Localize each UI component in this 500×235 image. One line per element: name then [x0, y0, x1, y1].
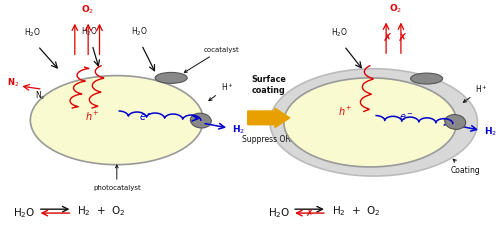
Text: h$^+$: h$^+$: [85, 110, 100, 123]
Text: H$_2$: H$_2$: [484, 125, 497, 138]
FancyArrow shape: [248, 108, 290, 128]
Ellipse shape: [445, 114, 466, 129]
Text: Coating: Coating: [450, 159, 480, 175]
Ellipse shape: [284, 78, 457, 167]
Ellipse shape: [190, 113, 211, 128]
Text: Surface
coating: Surface coating: [252, 75, 286, 95]
Text: H$_2$: H$_2$: [232, 123, 245, 136]
Ellipse shape: [30, 76, 204, 165]
Text: H$_2$  +  O$_2$: H$_2$ + O$_2$: [332, 205, 380, 218]
Text: cocatalyst: cocatalyst: [184, 47, 239, 72]
Text: e$^-$: e$^-$: [398, 112, 413, 123]
Text: h$^+$: h$^+$: [338, 104, 353, 118]
Text: H$_2$  +  O$_2$: H$_2$ + O$_2$: [78, 205, 126, 218]
Text: H$_2$O: H$_2$O: [330, 27, 347, 39]
Text: H$_2$O: H$_2$O: [24, 27, 42, 39]
Text: e$^-$: e$^-$: [139, 112, 154, 123]
Text: H$_2$O: H$_2$O: [81, 25, 98, 38]
Ellipse shape: [270, 69, 478, 176]
Text: H$_2$O: H$_2$O: [130, 25, 148, 38]
Text: H$^+$: H$^+$: [209, 81, 234, 101]
Text: ✗: ✗: [383, 33, 392, 43]
Ellipse shape: [410, 73, 442, 84]
Text: N$_2$: N$_2$: [7, 76, 19, 89]
Text: ✗: ✗: [397, 33, 406, 43]
Text: O$_2$: O$_2$: [80, 4, 94, 16]
Text: H$^+$: H$^+$: [464, 83, 488, 102]
Text: ✗: ✗: [306, 209, 314, 218]
Text: H$_2$O: H$_2$O: [13, 206, 36, 219]
Text: H$_2$O: H$_2$O: [268, 206, 290, 219]
Ellipse shape: [155, 72, 187, 83]
Text: O$_2$: O$_2$: [390, 3, 402, 15]
Text: Suppress ORR: Suppress ORR: [242, 135, 296, 144]
Text: photocatalyst: photocatalyst: [93, 165, 140, 191]
Text: N$_s$: N$_s$: [35, 89, 45, 102]
